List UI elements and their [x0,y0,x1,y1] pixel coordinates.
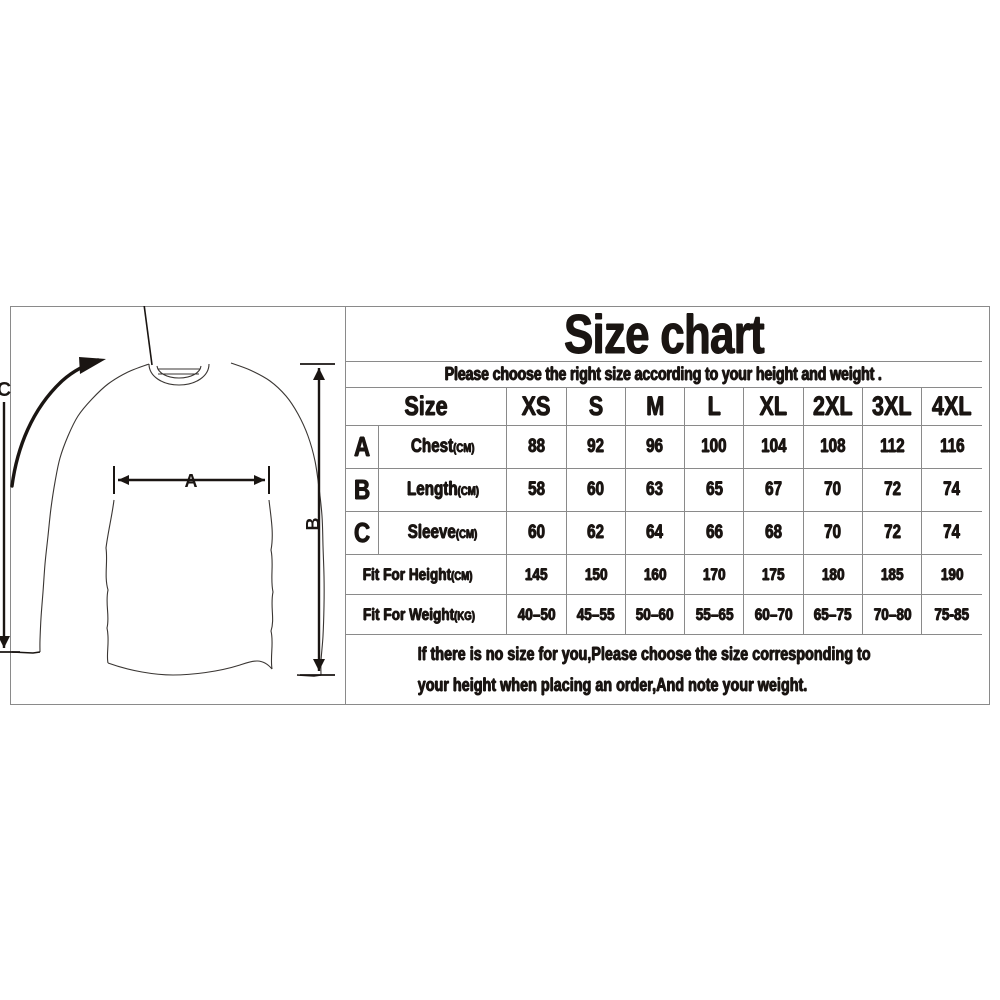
svg-text:B: B [303,518,323,531]
svg-text:C: C [0,379,11,401]
svg-text:A: A [185,471,198,491]
